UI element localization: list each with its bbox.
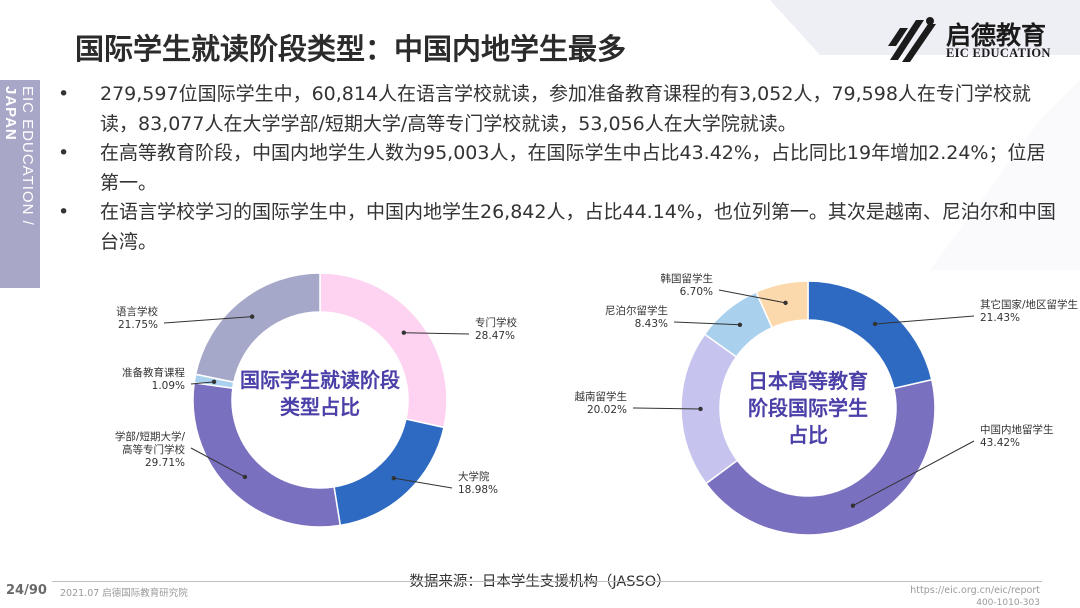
footer-org: 2021.07 启德国际教育研究院 [60,588,188,599]
chart2-label-2: 越南留学生 20.02% [575,390,628,416]
chart2-leader-dot-2 [698,406,703,412]
chart2-label-0: 其它国家/地区留学生 21.43% [980,298,1078,324]
chart2-leader-4 [718,289,786,304]
footer-url: https://eic.org.cn/eic/report [910,585,1040,596]
bullet-list: • 279,597位国际学生中，60,814人在语言学校就读，参加准备教育课程的有… [58,80,1058,257]
chart1-label-1: 大学院 18.98% [458,470,498,496]
chart1-leader-dot-2 [242,474,248,480]
chart2-label-4: 韩国留学生 6.70% [661,272,714,298]
chart1-leader-2 [190,447,246,478]
chart2-leader-1 [852,440,975,507]
chart2-label-3: 尼泊尔留学生 8.43% [605,304,668,330]
chart1-leader-0 [403,332,470,335]
page-number: 24/90 [6,583,47,598]
chart1-leader-1 [393,477,453,489]
chart1-center-title: 类型占比 [280,395,360,419]
chart2-center-title: 阶段国际学生 [748,396,868,420]
chart1-label-4: 语言学校 21.75% [116,305,158,331]
brand-english-name: EIC EDUCATION [946,46,1051,60]
brand-name: 启德教育 [946,21,1047,50]
chart2-center-title: 日本高等教育 [748,369,868,393]
bullet-item: • 在语言学校学习的国际学生中，中国内地学生26,842人，占比44.14%，也位… [58,198,1058,257]
eic-logo-icon [888,17,936,62]
chart1-slice-1 [333,418,445,527]
chart1-center-title: 国际学生就读阶段 [240,368,400,392]
bullet-dot: • [58,142,70,164]
chart2-leader-dot-0 [872,321,878,327]
chart1-leader-dot-0 [401,330,407,335]
chart1-leader-4 [163,316,253,324]
chart1-leader-dot-4 [249,314,255,319]
chart2-label-1: 中国内地留学生 43.42% [980,423,1054,449]
footer-phone: 400-1010-303 [976,598,1040,608]
bullet-item: • 279,597位国际学生中，60,814人在语言学校就读，参加准备教育课程的有… [58,80,1058,139]
chart1-label-3: 准备教育课程 1.09% [122,366,185,392]
chart1-slice-4 [194,272,321,384]
chart2-leader-dot-3 [737,322,743,328]
chart2-leader-0 [874,315,975,325]
chart2-leader-dot-1 [850,503,856,508]
chart2-slice-4 [755,280,809,329]
side-tab [0,80,40,288]
chart1-leader-3 [190,381,215,385]
data-source: 数据来源：日本学生支援机构（JASSO） [409,574,671,590]
chart1-label-0: 专门学校 28.47% [475,316,517,342]
chart2-center-title: 占比 [788,423,828,447]
chart1-leader-dot-1 [391,475,396,481]
bullet-item: • 在高等教育阶段，中国内地学生人数为95,003人，在国际学生中占比43.42%… [58,139,1058,198]
bullet-dot: • [58,83,70,105]
brand-logo: 启德教育 EIC EDUCATION [886,16,1056,66]
bullet-dot: • [58,201,70,223]
side-label: EIC EDUCATION / JAPAN [2,86,36,226]
chart2-leader-3 [673,321,740,326]
chart1-label-2: 学部/短期大学/高等专门学校 29.71% [115,430,186,469]
chart2-leader-dot-4 [783,300,788,306]
page-title: 国际学生就读阶段类型：中国内地学生最多 [75,32,627,66]
chart1-leader-dot-3 [211,379,217,385]
chart2-slice-1 [704,378,936,536]
footer-divider [52,581,1042,582]
chart2-leader-2 [632,407,701,410]
